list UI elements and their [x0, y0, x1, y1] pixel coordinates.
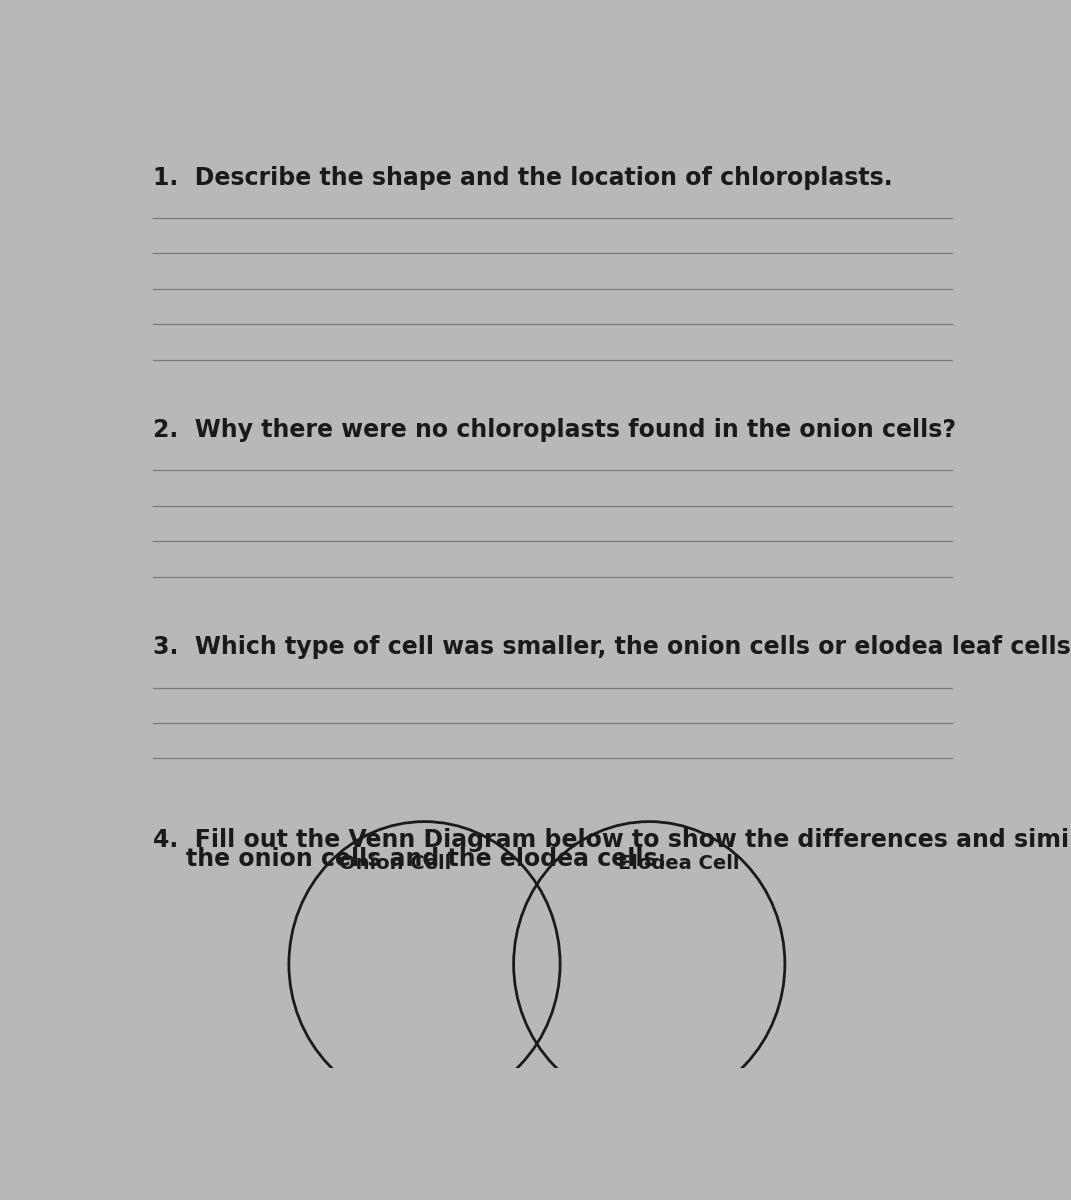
- Text: 4.  Fill out the Venn Diagram below to show the differences and similarities bet: 4. Fill out the Venn Diagram below to sh…: [153, 828, 1071, 852]
- Text: 2.  Why there were no chloroplasts found in the onion cells?: 2. Why there were no chloroplasts found …: [153, 418, 956, 442]
- Text: 3.  Which type of cell was smaller, the onion cells or elodea leaf cells?: 3. Which type of cell was smaller, the o…: [153, 635, 1071, 659]
- Text: Elodea Cell: Elodea Cell: [618, 854, 739, 874]
- Text: the onion cells and the elodea cells.: the onion cells and the elodea cells.: [153, 847, 667, 871]
- Text: Onion Cell: Onion Cell: [338, 854, 451, 874]
- Text: 1.  Describe the shape and the location of chloroplasts.: 1. Describe the shape and the location o…: [153, 166, 893, 190]
